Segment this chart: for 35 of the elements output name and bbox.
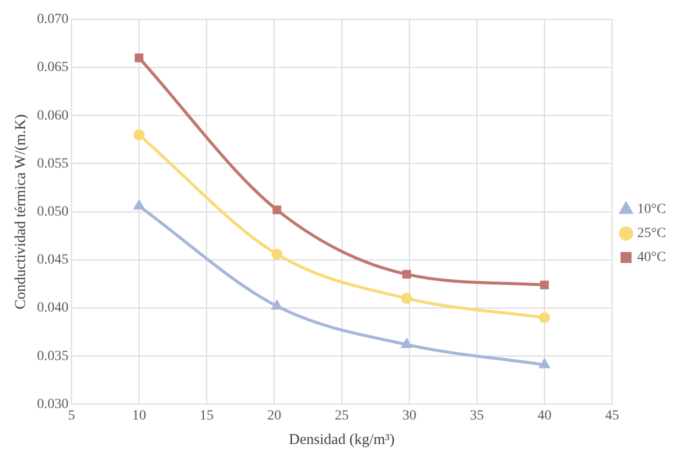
point bbox=[271, 248, 282, 260]
y-tick-label: 0.070 bbox=[37, 12, 68, 28]
y-tick-label: 0.045 bbox=[37, 252, 68, 268]
x-tick-label: 5 bbox=[68, 408, 75, 424]
y-tick-label: 0.065 bbox=[37, 60, 68, 76]
point bbox=[540, 359, 550, 368]
x-axis-title: Densidad (kg/m³) bbox=[288, 432, 395, 448]
point bbox=[402, 270, 411, 279]
x-tick-label: 20 bbox=[267, 408, 282, 424]
point bbox=[272, 206, 282, 214]
y-axis-title: Conductividad térmica W/(m.K) bbox=[12, 114, 29, 310]
point bbox=[134, 200, 144, 210]
y-tick-label: 0.050 bbox=[37, 204, 68, 220]
x-tick-label: 10 bbox=[132, 408, 146, 424]
x-tick-label: 35 bbox=[470, 408, 484, 424]
point bbox=[272, 300, 282, 310]
legend-label: 40°C bbox=[637, 250, 666, 266]
x-tick-label: 15 bbox=[200, 408, 214, 424]
x-tick-label: 40 bbox=[537, 408, 552, 424]
y-tick-label: 0.040 bbox=[37, 300, 68, 316]
y-tick-label: 0.060 bbox=[37, 108, 68, 124]
point bbox=[540, 280, 549, 290]
legend-label: 10°C bbox=[637, 202, 666, 218]
point bbox=[401, 292, 412, 304]
point bbox=[134, 129, 145, 140]
x-tick-label: 25 bbox=[334, 408, 349, 424]
point bbox=[538, 312, 550, 324]
legend-label: 25°C bbox=[637, 226, 666, 242]
y-tick-label: 0.030 bbox=[37, 396, 68, 412]
point bbox=[134, 54, 144, 62]
point bbox=[402, 339, 412, 348]
x-tick-label: 45 bbox=[605, 408, 620, 424]
x-tick-label: 30 bbox=[402, 408, 416, 424]
y-tick-label: 0.035 bbox=[37, 348, 68, 364]
y-tick-label: 0.055 bbox=[37, 156, 68, 172]
